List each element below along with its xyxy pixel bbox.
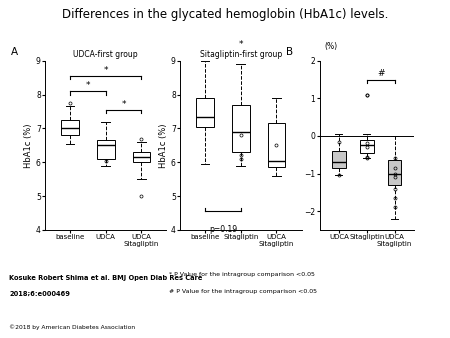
Text: B: B: [287, 47, 293, 57]
Text: *: *: [238, 41, 243, 49]
Text: p=0.19: p=0.19: [209, 225, 237, 234]
Text: Sitagliptin-first group: Sitagliptin-first group: [200, 50, 282, 59]
Text: 2018;6:e000469: 2018;6:e000469: [9, 291, 70, 297]
PathPatch shape: [61, 120, 79, 135]
Text: Kosuke Robert Shima et al. BMJ Open Diab Res Care: Kosuke Robert Shima et al. BMJ Open Diab…: [9, 275, 202, 282]
Text: *: *: [122, 100, 126, 109]
Text: *: *: [86, 81, 90, 90]
Text: A: A: [11, 47, 18, 57]
Text: BMJ Open
Diabetes
Research
& Care: BMJ Open Diabetes Research & Care: [374, 277, 416, 323]
PathPatch shape: [387, 160, 401, 185]
Text: ©2018 by American Diabetes Association: ©2018 by American Diabetes Association: [9, 324, 135, 330]
Text: # P Value for the intragroup comparison <0.05: # P Value for the intragroup comparison …: [169, 289, 317, 294]
Y-axis label: HbA1c (%): HbA1c (%): [159, 123, 168, 168]
PathPatch shape: [196, 98, 214, 127]
Text: (%): (%): [324, 42, 338, 51]
PathPatch shape: [232, 105, 250, 152]
Y-axis label: HbA1c (%): HbA1c (%): [24, 123, 33, 168]
PathPatch shape: [268, 123, 285, 167]
Text: UDCA-first group: UDCA-first group: [73, 50, 138, 59]
Text: #: #: [377, 70, 384, 78]
PathPatch shape: [332, 151, 346, 168]
PathPatch shape: [360, 140, 373, 153]
Text: *: *: [104, 66, 108, 75]
Text: Differences in the glycated hemoglobin (HbA1c) levels.: Differences in the glycated hemoglobin (…: [62, 8, 388, 21]
PathPatch shape: [133, 152, 150, 162]
Text: * P Value for the intragroup comparison <0.05: * P Value for the intragroup comparison …: [169, 272, 315, 277]
PathPatch shape: [97, 140, 115, 159]
